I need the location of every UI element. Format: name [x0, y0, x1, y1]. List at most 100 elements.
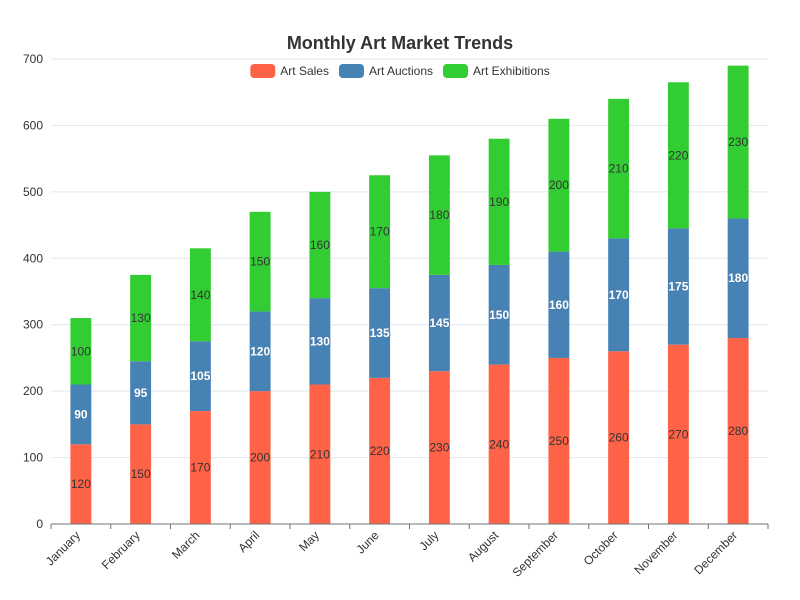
bar-segment[interactable] [428, 155, 450, 275]
bar-value-label: 140 [190, 288, 210, 302]
bar-value-label: 230 [728, 135, 748, 149]
bar-value-label: 260 [609, 431, 629, 445]
bar-segment[interactable] [70, 444, 92, 524]
bar-value-label: 120 [250, 344, 270, 358]
bar-segment[interactable] [309, 298, 331, 385]
bar-value-label: 200 [549, 178, 569, 192]
bar-segment[interactable] [428, 371, 450, 524]
bar-value-label: 90 [74, 407, 88, 421]
bar-segment[interactable] [369, 377, 391, 524]
bar-value-label: 150 [250, 255, 270, 269]
x-tick-label: October [581, 528, 621, 568]
bar-segment[interactable] [667, 82, 689, 229]
bar-segment[interactable] [608, 351, 630, 524]
legend-label: Art Sales [280, 64, 329, 78]
bar-value-label: 280 [728, 424, 748, 438]
chart-title: Monthly Art Market Trends [287, 33, 513, 53]
legend-label: Art Exhibitions [473, 64, 550, 78]
bar-segment[interactable] [548, 251, 570, 358]
bar-value-label: 210 [609, 162, 629, 176]
bar-value-label: 130 [131, 311, 151, 325]
bar-value-label: 220 [370, 444, 390, 458]
bar-segment[interactable] [249, 211, 271, 312]
bar-segment[interactable] [70, 318, 92, 385]
y-tick-label: 200 [23, 384, 43, 398]
bar-segment[interactable] [130, 361, 152, 425]
bar-segment[interactable] [369, 288, 391, 378]
x-tick-label: July [417, 528, 442, 553]
legend-swatch [338, 64, 364, 78]
bar-value-label: 170 [370, 225, 390, 239]
y-tick-label: 300 [23, 318, 43, 332]
bar-segment[interactable] [608, 98, 630, 239]
bar-value-label: 250 [549, 434, 569, 448]
x-tick-label: November [631, 528, 680, 577]
y-tick-label: 600 [23, 118, 43, 132]
bar-value-label: 170 [190, 461, 210, 475]
legend-item[interactable]: Art Exhibitions [443, 64, 550, 78]
bar-segment[interactable] [608, 238, 630, 352]
y-tick-label: 500 [23, 185, 43, 199]
bar-segment[interactable] [130, 424, 152, 524]
legend: Art Sales Art Auctions Art Exhibitions [250, 64, 550, 78]
x-tick-label: April [235, 528, 262, 555]
bar-value-label: 190 [489, 195, 509, 209]
legend-item[interactable]: Art Auctions [338, 64, 433, 78]
bar-value-label: 135 [370, 326, 390, 340]
bar-segment[interactable] [727, 218, 749, 338]
bar-value-label: 180 [728, 271, 748, 285]
bar-segment[interactable] [189, 248, 211, 342]
bar-segment[interactable] [249, 311, 271, 392]
bar-value-label: 120 [71, 477, 91, 491]
bar-value-label: 200 [250, 451, 270, 465]
bar-segment[interactable] [70, 384, 92, 445]
bar-segment[interactable] [428, 274, 450, 372]
bar-segment[interactable] [189, 411, 211, 524]
bar-value-label: 95 [134, 386, 148, 400]
legend-swatch [250, 64, 276, 78]
bar-value-label: 150 [131, 467, 151, 481]
bar-labels: 120 90 100 150 95 130 170 105 140 200 120 150 210 130… [71, 135, 750, 491]
bar-value-label: 220 [668, 148, 688, 162]
x-tick-label: January [43, 528, 83, 568]
bar-segment[interactable] [548, 118, 570, 252]
bar-segment[interactable] [488, 138, 510, 265]
bar-segment[interactable] [189, 341, 211, 412]
bar-value-label: 160 [310, 238, 330, 252]
bar-value-label: 160 [549, 298, 569, 312]
bar-value-label: 270 [668, 427, 688, 441]
bar-segment[interactable] [488, 364, 510, 524]
x-tick-label: May [296, 528, 322, 554]
bar-value-label: 100 [71, 344, 91, 358]
x-tick-label: March [169, 528, 202, 561]
y-tick-label: 100 [23, 451, 43, 465]
bar-value-label: 240 [489, 437, 509, 451]
bar-value-label: 105 [190, 369, 210, 383]
bar-segment[interactable] [727, 338, 749, 524]
bar-value-label: 170 [609, 288, 629, 302]
grid-lines [51, 58, 768, 459]
bar-segment[interactable] [130, 274, 152, 362]
bar-segment[interactable] [309, 191, 331, 299]
bar-value-label: 180 [429, 208, 449, 222]
bar-segment[interactable] [667, 228, 689, 345]
bar-value-label: 130 [310, 334, 330, 348]
x-tick-label: February [99, 528, 143, 572]
y-tick-label: 400 [23, 251, 43, 265]
y-tick-label: 0 [36, 517, 43, 531]
bar-value-label: 210 [310, 447, 330, 461]
x-tick-label: June [353, 528, 382, 557]
bar-segment[interactable] [727, 65, 749, 219]
bar-value-label: 145 [429, 316, 449, 330]
bar-segment[interactable] [488, 264, 510, 365]
legend-swatch [443, 64, 469, 78]
x-tick-label: August [465, 528, 502, 565]
bar-segment[interactable] [309, 384, 331, 525]
x-tick-label: September [510, 528, 561, 579]
legend-item[interactable]: Art Sales [250, 64, 329, 78]
bar-segment[interactable] [667, 344, 689, 524]
bar-segment[interactable] [249, 391, 271, 524]
bar-segment[interactable] [369, 175, 391, 289]
bar-segment[interactable] [548, 357, 570, 524]
